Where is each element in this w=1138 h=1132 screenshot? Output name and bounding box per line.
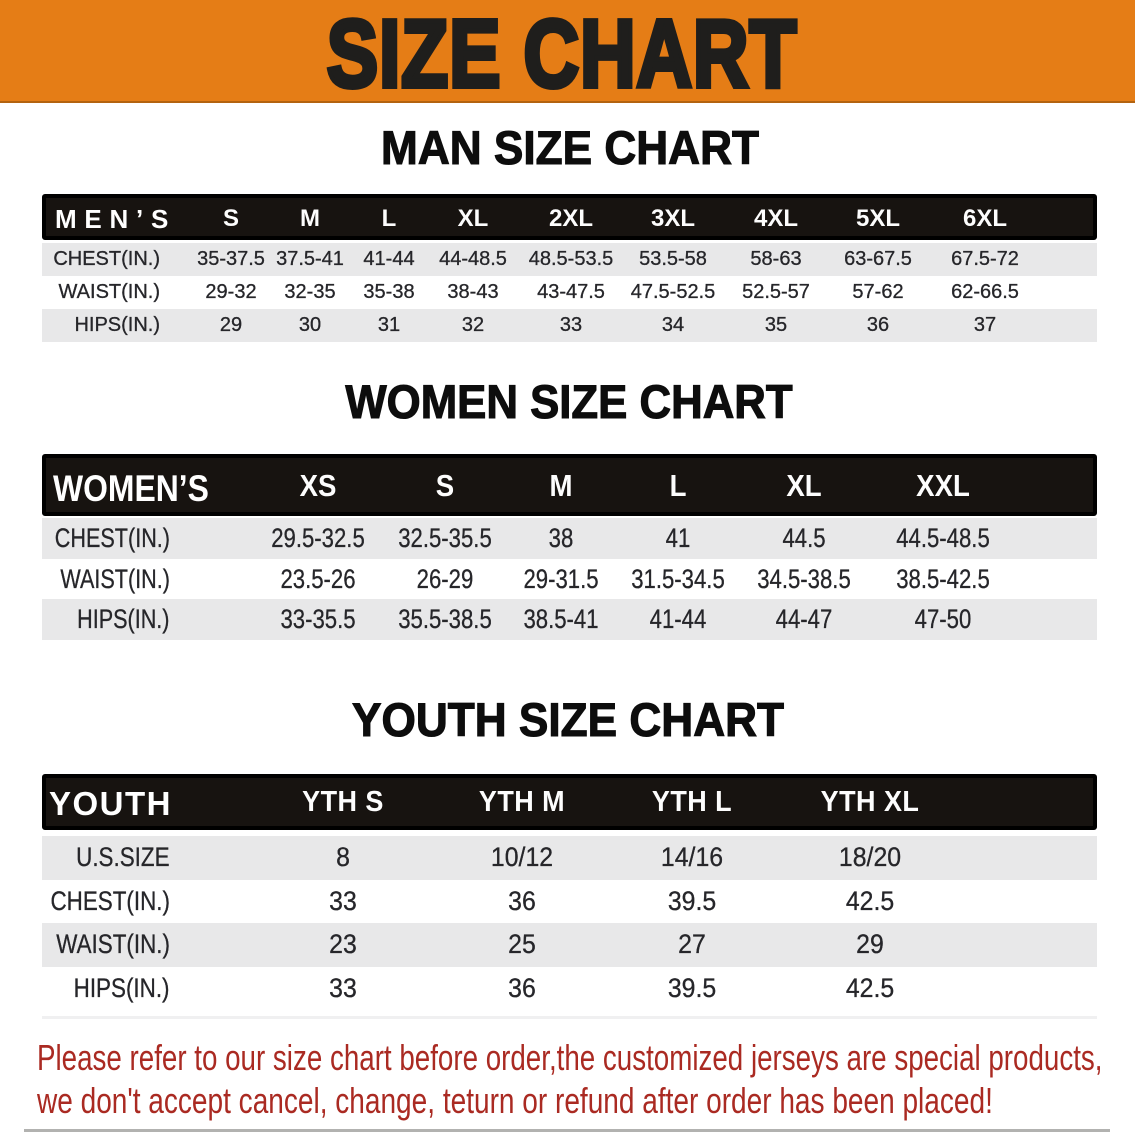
svg-text:SIZE CHART: SIZE CHART <box>327 0 798 103</box>
